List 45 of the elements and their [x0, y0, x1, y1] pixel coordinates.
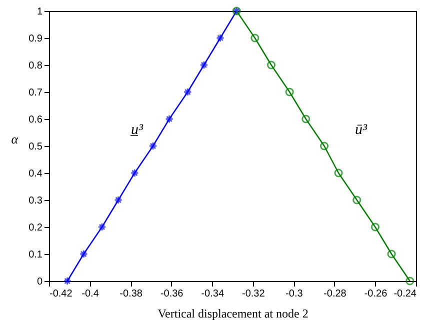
y-tick-label: 0.7: [28, 88, 43, 98]
y-tick-label: 0.2: [28, 222, 43, 234]
point: [266, 60, 276, 70]
y-tick-label: 0.4: [28, 168, 43, 180]
y-tick-label: 0.1: [28, 250, 43, 260]
y-tick-label: 0.5: [28, 142, 43, 152]
x-tick-label: -0.42: [50, 288, 73, 300]
x-axis-title: Vertical displacement at node 2: [158, 306, 308, 320]
point: [387, 250, 396, 258]
point: [130, 168, 139, 178]
point: [98, 222, 106, 232]
point: [165, 114, 174, 124]
x-tick-label: -0.26: [364, 288, 388, 300]
point: [285, 88, 294, 96]
point: [79, 250, 88, 258]
x-tick-label: -0.38: [120, 288, 143, 300]
point: [148, 142, 158, 150]
annotation: ū³: [355, 122, 368, 138]
x-tick-label: -0.3: [286, 288, 304, 300]
point: [114, 196, 123, 204]
x-tick-label: -0.24: [394, 288, 417, 300]
point: [320, 142, 329, 150]
y-tick-label: 1: [36, 6, 43, 18]
x-tick-label: -0.28: [324, 288, 347, 300]
y-tick-label: 0.3: [28, 196, 43, 206]
point: [216, 34, 225, 42]
y-tick-label: 0: [36, 276, 43, 288]
y-tick-label: 0.8: [28, 60, 43, 72]
point: [250, 34, 260, 42]
point: [200, 60, 208, 70]
point: [334, 168, 343, 178]
point: [352, 196, 362, 204]
x-tick-label: -0.34: [201, 288, 224, 300]
x-tick-label: -0.36: [160, 288, 184, 300]
point: [302, 114, 310, 124]
x-tick-label: -0.4: [82, 288, 100, 300]
y-axis-title: α: [11, 132, 20, 146]
point: [406, 276, 414, 286]
point: [370, 222, 380, 232]
annotation: u̲³: [130, 122, 144, 138]
x-tick-label: -0.32: [242, 288, 266, 300]
point: [183, 88, 192, 96]
y-tick-label: 0.9: [28, 34, 43, 44]
y-tick-label: 0.6: [28, 114, 43, 126]
point: [63, 276, 72, 286]
